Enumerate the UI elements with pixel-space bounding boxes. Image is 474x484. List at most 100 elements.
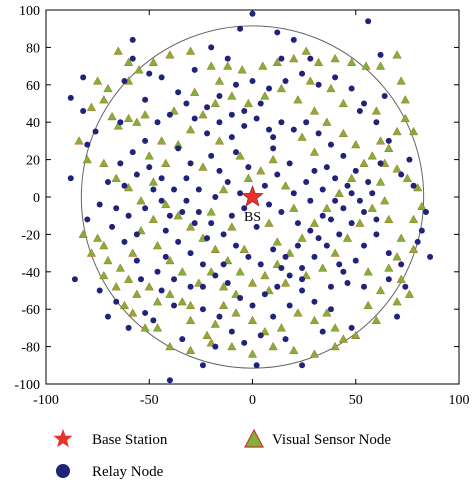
relay-point xyxy=(299,265,306,272)
visual-sensor-point xyxy=(148,57,159,66)
visual-sensor-point xyxy=(194,278,204,287)
relay-point xyxy=(96,287,103,294)
visual-sensor-point xyxy=(384,143,394,152)
visual-sensor-point xyxy=(280,181,291,190)
visual-sensor-point xyxy=(214,76,225,85)
relay-point xyxy=(340,205,347,212)
relay-point xyxy=(249,302,256,309)
relay-point xyxy=(142,205,149,212)
relay-point xyxy=(96,201,103,208)
relay-point xyxy=(253,115,260,122)
relay-point xyxy=(307,55,314,62)
relay-point xyxy=(261,182,268,189)
visual-sensor-point xyxy=(309,147,320,156)
relay-point xyxy=(154,268,161,275)
visual-sensor-point xyxy=(243,98,253,108)
relay-point xyxy=(340,152,347,159)
legend-item-relay: Relay Node xyxy=(56,464,164,480)
visual-sensor-point xyxy=(404,289,415,298)
y-tick-label: 100 xyxy=(19,4,40,19)
relay-point xyxy=(241,122,248,129)
relay-point xyxy=(270,313,277,320)
relay-point xyxy=(356,197,363,204)
visual-sensor-point xyxy=(239,244,249,253)
star-icon xyxy=(53,429,73,448)
visual-sensor-point xyxy=(86,248,97,257)
relay-point xyxy=(195,186,202,193)
relay-point xyxy=(299,276,306,283)
relay-point xyxy=(129,36,136,43)
visual-sensor-point xyxy=(113,46,123,55)
visual-sensor-point xyxy=(359,158,369,167)
relay-point xyxy=(286,272,293,279)
deployment-boundary-circle xyxy=(80,25,425,369)
visual-sensor-point xyxy=(346,57,357,66)
visual-sensor-point xyxy=(380,196,390,205)
relay-point xyxy=(117,119,124,126)
relay-point xyxy=(327,283,334,290)
relay-point xyxy=(216,313,223,320)
visual-sensor-point xyxy=(134,65,144,74)
relay-point xyxy=(402,283,409,290)
visual-sensor-point xyxy=(334,188,344,197)
relay-point xyxy=(104,179,111,186)
relay-point xyxy=(241,107,248,114)
relay-point xyxy=(253,223,260,230)
visual-sensor-point xyxy=(330,341,340,351)
visual-sensor-point xyxy=(103,83,113,93)
visual-sensor-point xyxy=(326,83,336,93)
visual-sensor-point xyxy=(276,83,287,93)
visual-sensor-point xyxy=(227,341,237,351)
visual-sensor-point xyxy=(268,341,278,351)
visual-sensor-point xyxy=(128,248,138,257)
relay-point xyxy=(294,242,301,249)
relay-point xyxy=(344,182,351,189)
visual-sensor-point xyxy=(210,319,220,328)
visual-sensor-point xyxy=(260,326,270,336)
visual-sensor-point xyxy=(400,95,410,104)
visual-sensor-point xyxy=(375,136,386,145)
visual-sensor-point xyxy=(384,214,394,224)
visual-sensor-point xyxy=(318,263,328,272)
visual-sensor-point xyxy=(280,278,291,287)
relay-point xyxy=(356,107,363,114)
visual-sensor-point xyxy=(375,285,386,295)
relay-point xyxy=(71,276,78,283)
visual-sensor-point xyxy=(260,91,270,100)
visual-sensor-point xyxy=(351,330,361,339)
visual-sensor-point xyxy=(165,289,175,298)
relay-point xyxy=(361,100,368,107)
relay-point xyxy=(224,55,231,62)
relay-point xyxy=(365,18,372,25)
relay-point xyxy=(340,268,347,275)
relay-point xyxy=(228,111,235,118)
y-tick-label: 0 xyxy=(33,191,40,206)
legend-label-visual-sensor: Visual Sensor Node xyxy=(272,432,391,448)
relay-point xyxy=(183,100,190,107)
relay-point xyxy=(323,164,330,171)
relay-point xyxy=(187,283,194,290)
visual-sensor-point xyxy=(148,214,159,224)
relay-point xyxy=(150,186,157,193)
visual-sensor-point xyxy=(355,218,365,227)
relay-point xyxy=(282,253,289,260)
relay-point xyxy=(199,283,206,290)
relay-point xyxy=(224,280,231,287)
relay-point xyxy=(67,94,74,101)
relay-point xyxy=(311,167,318,174)
y-tick-label: -20 xyxy=(21,228,40,243)
visual-sensor-point xyxy=(144,282,154,291)
relay-point xyxy=(179,336,186,343)
relay-point xyxy=(204,104,211,111)
visual-sensor-point xyxy=(417,201,427,210)
relay-point xyxy=(187,250,194,257)
relay-point xyxy=(385,276,392,283)
relay-point xyxy=(319,212,326,219)
visual-sensor-point xyxy=(371,106,382,115)
visual-sensor-point xyxy=(402,173,412,182)
relay-point xyxy=(427,253,434,260)
relay-point xyxy=(228,212,235,219)
visual-sensor-point xyxy=(93,233,103,242)
relay-point xyxy=(361,208,368,215)
relay-point xyxy=(294,220,301,227)
